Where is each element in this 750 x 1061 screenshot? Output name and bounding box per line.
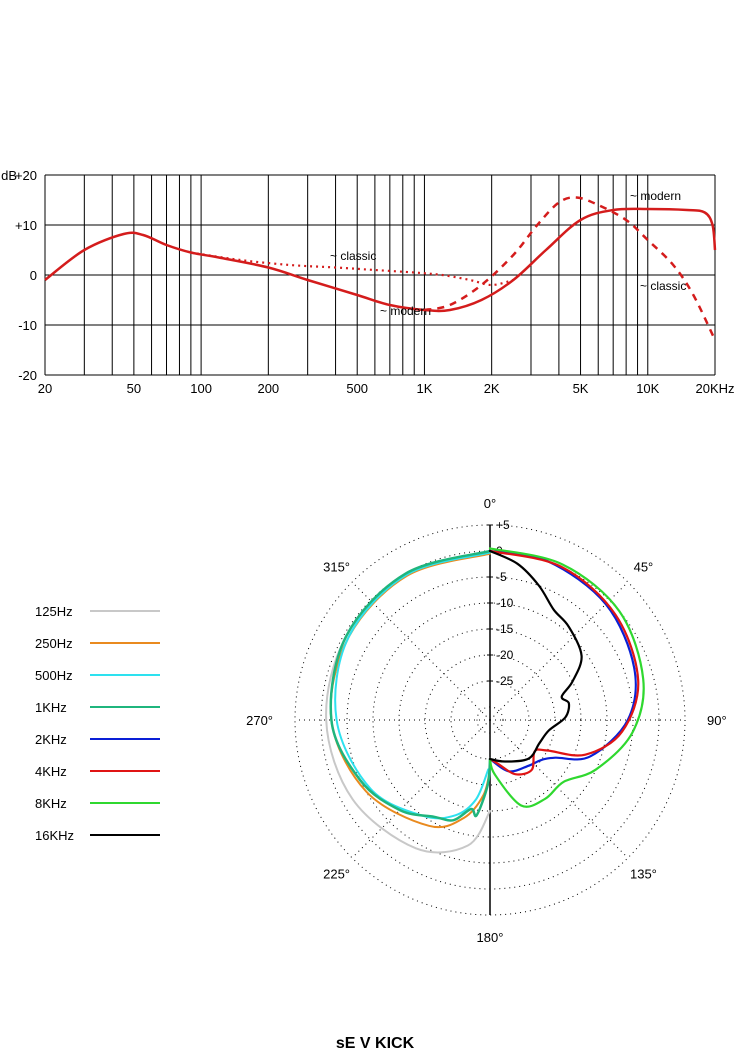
legend-swatch	[90, 674, 160, 676]
legend-label: 2KHz	[35, 732, 90, 747]
legend-swatch	[90, 738, 160, 740]
legend-swatch	[90, 642, 160, 644]
legend-row: 1KHz	[35, 691, 160, 723]
legend-swatch	[90, 802, 160, 804]
legend-row: 500Hz	[35, 659, 160, 691]
legend-label: 8KHz	[35, 796, 90, 811]
legend-row: 4KHz	[35, 755, 160, 787]
svg-text:90°: 90°	[707, 713, 727, 728]
svg-text:100: 100	[190, 381, 212, 396]
legend-label: 1KHz	[35, 700, 90, 715]
svg-text:~ modern: ~ modern	[630, 189, 681, 203]
svg-text:~ modern: ~ modern	[380, 304, 431, 318]
svg-text:0°: 0°	[484, 496, 496, 511]
svg-text:5K: 5K	[573, 381, 589, 396]
legend-label: 16KHz	[35, 828, 90, 843]
svg-text:dB: dB	[1, 168, 17, 183]
svg-text:10K: 10K	[636, 381, 659, 396]
polar-legend: 125Hz 250Hz 500Hz 1KHz 2KHz 4KHz 8KHz 16KHz	[35, 595, 160, 851]
legend-label: 250Hz	[35, 636, 90, 651]
svg-text:20: 20	[38, 381, 52, 396]
legend-swatch	[90, 610, 160, 612]
legend-label: 500Hz	[35, 668, 90, 683]
legend-row: 8KHz	[35, 787, 160, 819]
svg-text:180°: 180°	[477, 930, 504, 945]
svg-text:135°: 135°	[630, 866, 657, 881]
svg-text:-20: -20	[18, 368, 37, 383]
svg-text:2K: 2K	[484, 381, 500, 396]
svg-text:~ classic: ~ classic	[640, 279, 686, 293]
legend-label: 125Hz	[35, 604, 90, 619]
svg-text:-10: -10	[496, 596, 514, 610]
legend-row: 2KHz	[35, 723, 160, 755]
legend-swatch	[90, 770, 160, 772]
svg-text:20KHz: 20KHz	[695, 381, 734, 396]
svg-text:+10: +10	[15, 218, 37, 233]
svg-text:+5: +5	[496, 518, 510, 532]
svg-text:200: 200	[257, 381, 279, 396]
frequency-response-chart: +20 +10 0 -10 -20 dB 20 50 100 200 500 1K 2K 5K 10K 20K…	[0, 0, 750, 410]
svg-text:500: 500	[346, 381, 368, 396]
legend-row: 16KHz	[35, 819, 160, 851]
svg-text:0: 0	[30, 268, 37, 283]
svg-text:1K: 1K	[416, 381, 432, 396]
legend-swatch	[90, 706, 160, 708]
svg-text:45°: 45°	[634, 560, 654, 575]
svg-text:315°: 315°	[323, 560, 350, 575]
legend-swatch	[90, 834, 160, 836]
svg-text:~ classic: ~ classic	[330, 249, 376, 263]
chart-title: sE V KICK	[0, 1035, 750, 1053]
svg-text:+20: +20	[15, 168, 37, 183]
legend-label: 4KHz	[35, 764, 90, 779]
legend-row: 125Hz	[35, 595, 160, 627]
svg-text:-10: -10	[18, 318, 37, 333]
svg-text:-5: -5	[496, 570, 507, 584]
legend-row: 250Hz	[35, 627, 160, 659]
svg-text:-15: -15	[496, 622, 514, 636]
svg-text:50: 50	[127, 381, 141, 396]
svg-text:-20: -20	[496, 648, 514, 662]
svg-text:270°: 270°	[246, 713, 273, 728]
svg-text:-25: -25	[496, 674, 514, 688]
svg-text:225°: 225°	[323, 866, 350, 881]
